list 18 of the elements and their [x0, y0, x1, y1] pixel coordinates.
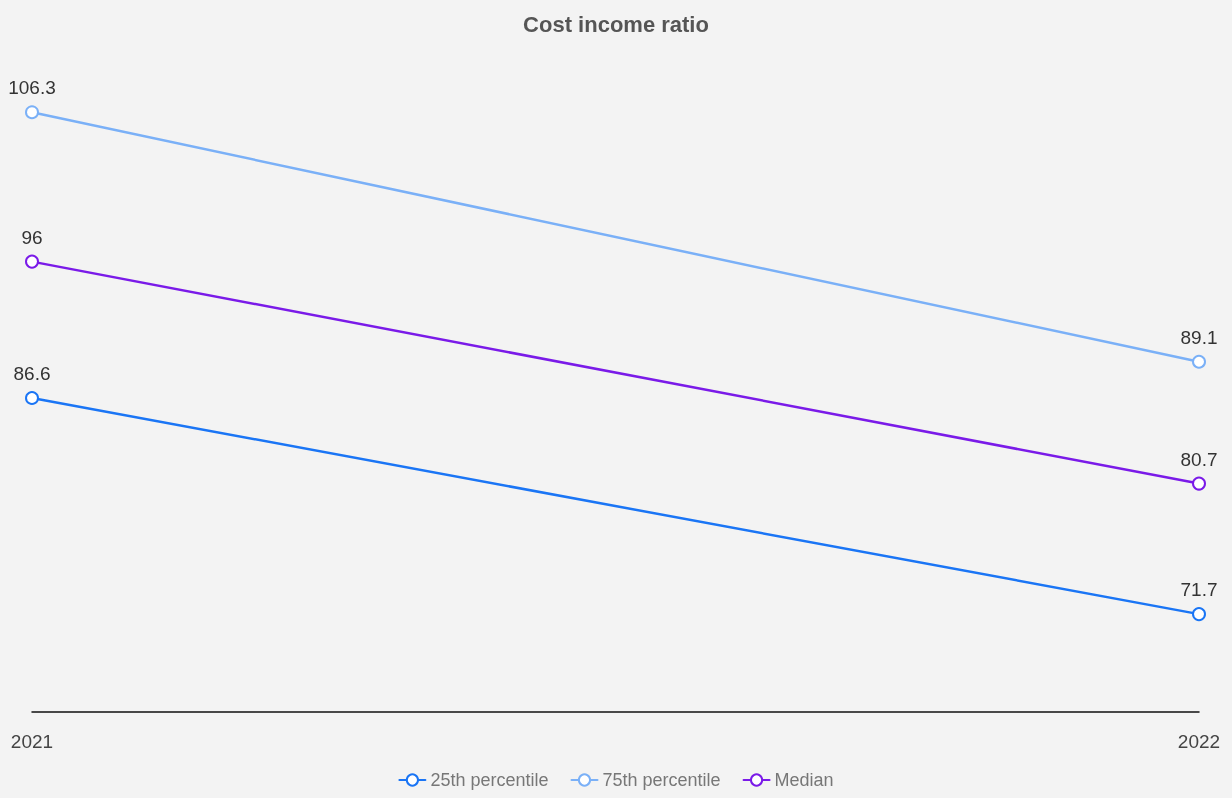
point [1192, 476, 1206, 491]
data-label: 89.1 [1180, 326, 1218, 348]
data-label: 106.3 [8, 77, 56, 99]
point [25, 254, 39, 269]
point [25, 390, 39, 405]
chart-title: Cost income ratio [523, 11, 709, 37]
legend-label: Median [774, 770, 834, 790]
point [25, 105, 39, 120]
data-label: 80.7 [1180, 448, 1218, 470]
legend-label: 75th percentile [602, 770, 721, 790]
legend-label: 25th percentile [430, 770, 549, 790]
data-label: 71.7 [1180, 579, 1218, 601]
data-label: 96 [21, 226, 43, 248]
data-label: 86.6 [13, 362, 51, 384]
point [1192, 607, 1206, 622]
x-tick-label: 2022 [1177, 731, 1221, 752]
x-tick-label: 2021 [10, 731, 54, 752]
point [1192, 354, 1206, 369]
